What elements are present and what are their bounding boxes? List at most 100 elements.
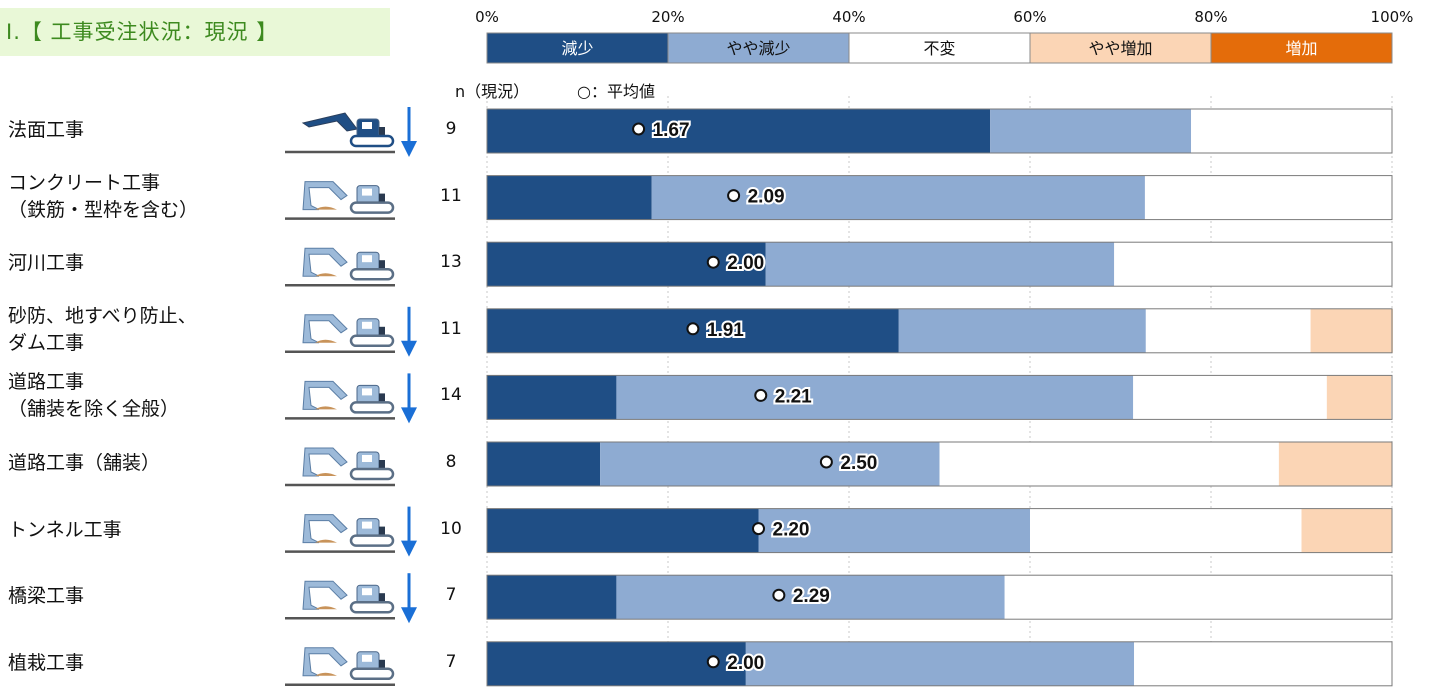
excavator-track bbox=[349, 667, 395, 681]
mean-marker bbox=[686, 322, 700, 336]
arrow-head bbox=[401, 540, 417, 557]
category-label: （舗装を除く全般） bbox=[8, 398, 180, 421]
x-tick-label: 80% bbox=[1194, 8, 1227, 26]
excavator-track bbox=[349, 467, 395, 481]
legend-box bbox=[1029, 32, 1212, 64]
bar-segment bbox=[1030, 508, 1302, 553]
bar-segment bbox=[1191, 109, 1392, 153]
page-title: Ⅰ.【 工事受注状況：現況 】 bbox=[0, 8, 390, 56]
excavator-window bbox=[362, 588, 372, 596]
bar-segment bbox=[1133, 375, 1327, 420]
x-tick-label: 60% bbox=[1013, 8, 1046, 26]
bar-outline bbox=[486, 574, 1393, 620]
x-tick-label: 40% bbox=[832, 8, 865, 26]
n-value: 7 bbox=[445, 651, 457, 672]
excavator-soil bbox=[315, 539, 337, 543]
excavator-icon bbox=[285, 647, 395, 687]
bar-segment bbox=[616, 575, 1005, 620]
excavator-engine bbox=[379, 193, 385, 202]
arrow-head bbox=[401, 607, 417, 624]
excavator-track bbox=[349, 334, 395, 348]
down-arrow-icon bbox=[401, 373, 417, 424]
bar-segment bbox=[1144, 175, 1392, 220]
excavator-track bbox=[349, 401, 395, 414]
excavator-arm bbox=[302, 447, 348, 477]
down-arrow-icon bbox=[401, 506, 417, 557]
category-label: 道路工事（舗装） bbox=[8, 452, 161, 474]
bar-segment bbox=[487, 575, 617, 620]
category-label: 植栽工事 bbox=[8, 651, 85, 674]
category-label: 橋梁工事 bbox=[8, 585, 85, 608]
excavator-soil bbox=[315, 406, 337, 410]
bar-segment bbox=[745, 641, 1135, 686]
down-arrow-icon bbox=[401, 573, 417, 624]
excavator-track bbox=[349, 534, 395, 547]
bar-outline bbox=[486, 641, 1393, 687]
bar-outline bbox=[486, 374, 1393, 420]
legend-label: やや増加 bbox=[1088, 39, 1152, 58]
category-label: トンネル工事 bbox=[8, 518, 122, 541]
excavator-soil bbox=[315, 672, 337, 676]
n-value: 11 bbox=[440, 318, 462, 339]
arrow-head bbox=[401, 141, 417, 157]
excavator-arm bbox=[302, 181, 348, 211]
mean-value-label: 2.50 bbox=[840, 453, 877, 474]
n-value: 8 bbox=[445, 452, 457, 472]
excavator-arm bbox=[302, 580, 348, 610]
bar-segment bbox=[898, 308, 1146, 353]
excavator-track bbox=[349, 267, 395, 281]
excavator-icon bbox=[285, 514, 395, 553]
excavator-soil bbox=[315, 339, 337, 343]
x-tick-label: 100% bbox=[1371, 8, 1414, 26]
arrow-head bbox=[401, 407, 417, 424]
bar-segment bbox=[487, 242, 766, 287]
mean-marker bbox=[752, 522, 765, 536]
excavator-arm bbox=[302, 314, 348, 344]
n-value: 14 bbox=[440, 385, 462, 406]
bar-segment bbox=[939, 442, 1279, 486]
bar-segment bbox=[1310, 308, 1393, 353]
category-label: コンクリート工事 bbox=[8, 171, 161, 194]
mean-value-label: 2.29 bbox=[793, 586, 830, 607]
bar-segment bbox=[487, 508, 759, 553]
mean-value-label: 2.00 bbox=[727, 253, 764, 274]
mean-value-label: 2.20 bbox=[773, 520, 810, 541]
n-value: 10 bbox=[440, 518, 462, 539]
excavator-track bbox=[349, 600, 395, 614]
excavator-soil bbox=[315, 206, 337, 210]
excavator-engine bbox=[379, 393, 385, 402]
excavator-icon bbox=[285, 447, 395, 487]
legend-label: やや減少 bbox=[726, 39, 790, 58]
bar-segment bbox=[487, 641, 746, 686]
bar-outline bbox=[486, 241, 1393, 287]
legend-box bbox=[848, 32, 1031, 64]
arrow-head bbox=[401, 340, 417, 357]
mean-value-label: 2.09 bbox=[748, 187, 785, 208]
excavator-window bbox=[362, 654, 372, 662]
n-value: 9 bbox=[445, 119, 457, 139]
excavator-icon bbox=[285, 580, 395, 620]
n-value: 7 bbox=[445, 585, 457, 606]
category-label: 道路工事 bbox=[8, 371, 85, 394]
mean-marker bbox=[706, 655, 720, 669]
excavator-engine bbox=[379, 460, 385, 468]
x-tick-label: 0% bbox=[475, 8, 499, 26]
category-label: ダム工事 bbox=[8, 331, 85, 354]
excavator-icon bbox=[285, 112, 395, 154]
legend-label: 減少 bbox=[561, 39, 593, 58]
excavator-window bbox=[362, 321, 372, 329]
n-value: 13 bbox=[440, 252, 462, 273]
mean-marker bbox=[754, 388, 768, 402]
bar-segment bbox=[616, 375, 1134, 420]
down-arrow-icon bbox=[401, 306, 417, 357]
bar-segment bbox=[487, 109, 991, 153]
down-arrow-icon bbox=[401, 107, 417, 157]
excavator-arm bbox=[302, 380, 348, 410]
mean-marker bbox=[706, 255, 720, 269]
excavator-engine bbox=[379, 593, 385, 602]
excavator-engine bbox=[379, 260, 385, 269]
n-value: 11 bbox=[440, 185, 462, 206]
excavator-window bbox=[362, 122, 372, 129]
legend-box bbox=[1210, 32, 1393, 64]
category-label: 砂防、地すべり防止、 bbox=[8, 304, 197, 327]
